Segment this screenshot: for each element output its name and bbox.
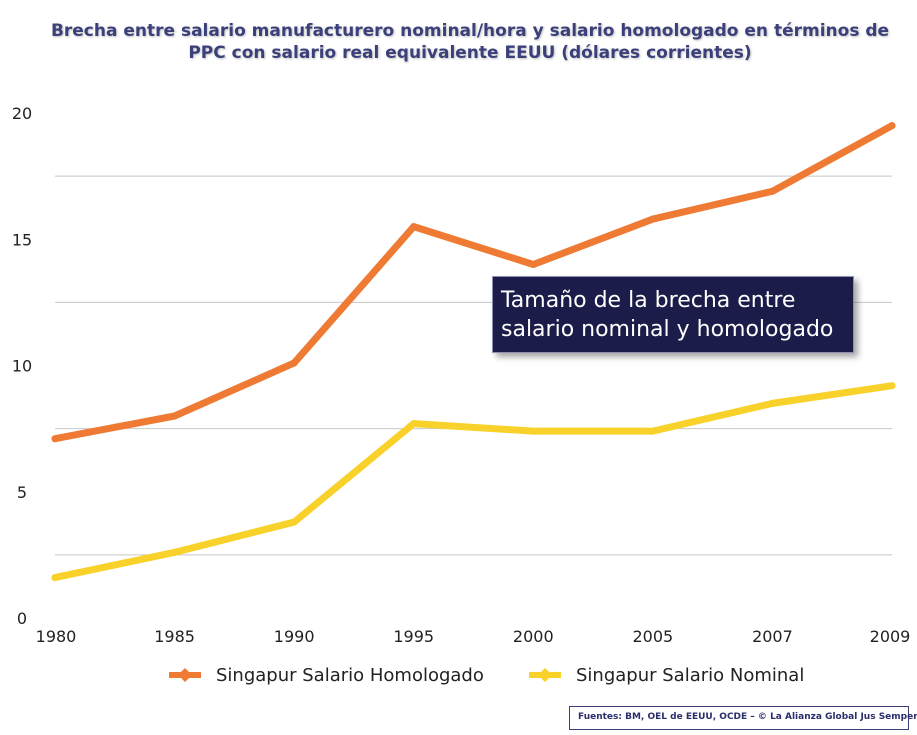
data-point: [649, 215, 657, 223]
data-point: [768, 399, 776, 407]
data-point: [410, 223, 418, 231]
x-tick-label: 2009: [870, 627, 911, 646]
source-note: Fuentes: BM, OEL de EEUU, OCDE – © La Al…: [569, 706, 917, 730]
x-tick-label: 1985: [154, 627, 195, 646]
annotation-line-1: Tamaño de la brecha entre: [501, 288, 796, 313]
data-point: [649, 427, 657, 435]
chart-title-line-2: PPC con salario real equivalente EEUU (d…: [188, 43, 752, 63]
y-tick-label: 20: [12, 104, 32, 123]
y-tick-label: 15: [12, 230, 32, 249]
chart-title: Brecha entre salario manufacturero nomin…: [40, 20, 900, 64]
data-point: [768, 187, 776, 195]
data-point: [529, 261, 537, 268]
legend-marker-homologado: [169, 668, 201, 682]
legend-label-homologado: Singapur Salario Homologado: [216, 664, 484, 686]
chart-title-line-1: Brecha entre salario manufacturero nomin…: [50, 21, 890, 41]
data-point: [171, 412, 179, 420]
data-point: [171, 548, 179, 556]
legend-marker-nominal: [529, 668, 561, 682]
legend-item-homologado: Singapur Salario Homologado: [168, 662, 484, 688]
data-point: [51, 574, 59, 582]
data-point: [410, 420, 418, 428]
legend-item-nominal: Singapur Salario Nominal: [528, 662, 804, 688]
x-tick-label: 2000: [513, 627, 554, 646]
data-point: [290, 359, 298, 367]
data-point: [51, 435, 59, 443]
legend-diamond-nominal: [538, 668, 552, 682]
x-tick-label: 1980: [36, 627, 77, 646]
series-line-homologado: [51, 122, 896, 443]
data-point: [529, 427, 537, 435]
gap-annotation-box: Tamaño de la brecha entre salario nomina…: [492, 276, 854, 353]
legend-label-nominal: Singapur Salario Nominal: [576, 664, 805, 686]
y-tick-label: 5: [17, 483, 27, 502]
x-tick-label: 2007: [752, 627, 793, 646]
data-point: [888, 382, 896, 390]
x-tick-label: 2005: [632, 627, 673, 646]
annotation-line-2: salario nominal y homologado: [501, 317, 834, 342]
axis-labels: 0 5 10 15 20 1980 1985 1990 1995 2000 2005 2007 2009: [12, 104, 911, 646]
y-tick-label: 0: [17, 609, 27, 628]
x-tick-label: 1990: [274, 627, 315, 646]
series-line-nominal: [51, 382, 896, 582]
legend-diamond-homologado: [178, 668, 192, 682]
x-tick-label: 1995: [393, 627, 434, 646]
series-lines: [51, 122, 896, 582]
data-point: [888, 122, 896, 130]
data-point: [290, 518, 298, 526]
gridlines: [55, 175, 892, 556]
y-tick-label: 10: [12, 357, 32, 376]
